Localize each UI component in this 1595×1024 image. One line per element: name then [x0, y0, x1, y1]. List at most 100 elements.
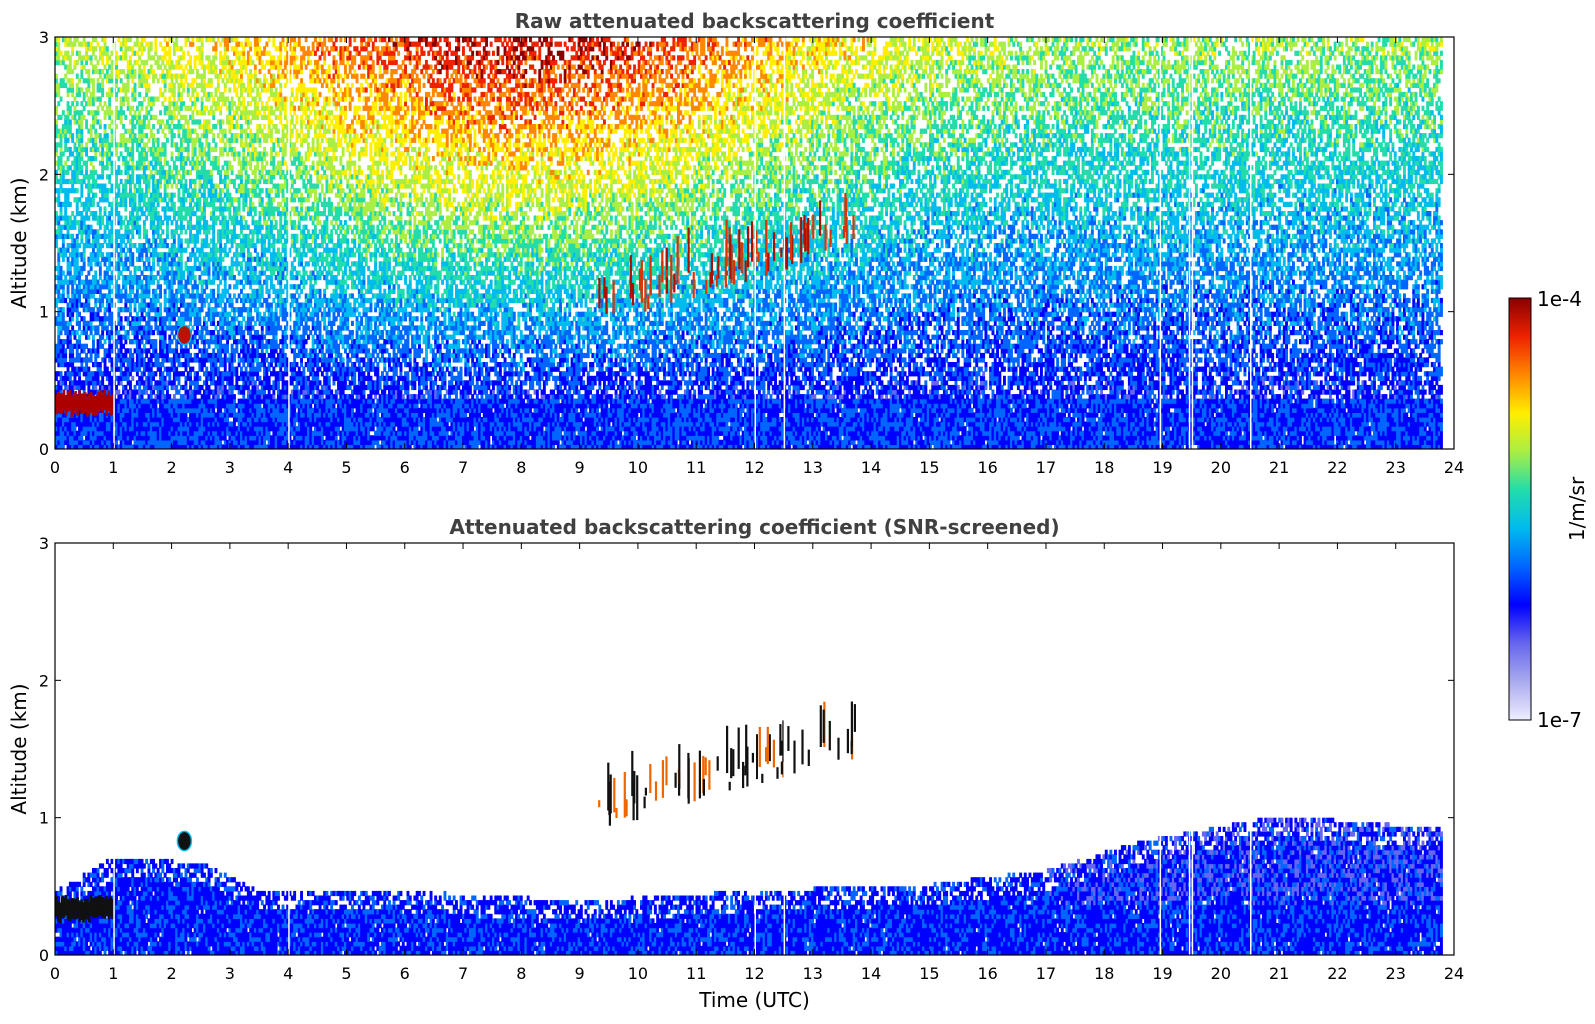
- heatmap-cell: [159, 284, 162, 289]
- heatmap-cell: [154, 165, 157, 170]
- heatmap-cell: [85, 330, 88, 335]
- heatmap-cell: [152, 330, 155, 335]
- heatmap-cell: [108, 174, 111, 179]
- heatmap-cell: [76, 348, 79, 353]
- heatmap-cell: [198, 275, 201, 280]
- heatmap-cell: [90, 225, 93, 230]
- heatmap-cell: [182, 174, 185, 179]
- heatmap-cell: [115, 179, 118, 184]
- heatmap-cell: [154, 238, 157, 243]
- heatmap-cell: [90, 42, 93, 47]
- heatmap-cell: [101, 106, 104, 111]
- heatmap-cell: [122, 133, 125, 138]
- heatmap-cell: [120, 78, 123, 83]
- heatmap-cell: [64, 380, 67, 385]
- heatmap-cell: [111, 243, 114, 248]
- heatmap-cell: [198, 321, 201, 326]
- heatmap-cell: [120, 115, 123, 120]
- heatmap-cell: [175, 101, 178, 106]
- heatmap-cell: [203, 69, 206, 74]
- heatmap-cell: [194, 147, 197, 152]
- heatmap-cell: [138, 110, 141, 115]
- heatmap-cell: [131, 65, 134, 70]
- heatmap-cell: [80, 234, 83, 239]
- heatmap-cell: [210, 179, 213, 184]
- heatmap-cell: [196, 353, 199, 358]
- heatmap-cell: [196, 156, 199, 161]
- heatmap-cell: [71, 101, 74, 106]
- heatmap-cell: [115, 97, 118, 102]
- heatmap-cell: [159, 293, 162, 298]
- heatmap-cell: [117, 211, 120, 216]
- heatmap-cell: [131, 161, 134, 166]
- heatmap-cell: [74, 106, 77, 111]
- heatmap-cell: [166, 225, 169, 230]
- heatmap-cell: [120, 225, 123, 230]
- heatmap-cell: [212, 293, 215, 298]
- heatmap-cell: [136, 220, 139, 225]
- heatmap-cell: [150, 42, 153, 47]
- heatmap-cell: [74, 376, 77, 381]
- heatmap-cell: [145, 252, 148, 257]
- heatmap-cell: [141, 51, 144, 56]
- heatmap-cell: [131, 129, 134, 134]
- heatmap-cell: [161, 60, 164, 65]
- heatmap-cell: [64, 83, 67, 88]
- heatmap-cell: [108, 124, 111, 129]
- heatmap-cell: [148, 312, 151, 317]
- heatmap-cell: [138, 142, 141, 147]
- heatmap-cell: [62, 110, 65, 115]
- heatmap-cell: [194, 65, 197, 70]
- heatmap-cell: [115, 385, 118, 390]
- heatmap-cell: [157, 78, 160, 83]
- heatmap-cell: [111, 51, 114, 56]
- heatmap-cell: [62, 60, 65, 65]
- heatmap-cell: [127, 234, 130, 239]
- heatmap-cell: [131, 289, 134, 294]
- heatmap-cell: [85, 275, 88, 280]
- heatmap-cell: [150, 325, 153, 330]
- heatmap-cell: [157, 261, 160, 266]
- heatmap-cell: [175, 174, 178, 179]
- heatmap-cell: [171, 170, 174, 175]
- heatmap-cell: [99, 362, 102, 367]
- heatmap-cell: [141, 376, 144, 381]
- heatmap-cell: [120, 339, 123, 344]
- heatmap-cell: [145, 92, 148, 97]
- heatmap-cell: [129, 307, 132, 312]
- heatmap-cell: [161, 101, 164, 106]
- heatmap-cell: [205, 133, 208, 138]
- heatmap-cell: [196, 344, 199, 349]
- heatmap-cell: [111, 271, 114, 276]
- heatmap-cell: [166, 243, 169, 248]
- heatmap-cell: [164, 238, 167, 243]
- heatmap-cell: [122, 362, 125, 367]
- heatmap-cell: [203, 165, 206, 170]
- heatmap-cell: [80, 170, 83, 175]
- heatmap-cell: [106, 60, 109, 65]
- heatmap-cell: [141, 42, 144, 47]
- heatmap-cell: [171, 151, 174, 156]
- heatmap-cell: [173, 97, 176, 102]
- heatmap-cell: [212, 316, 215, 321]
- heatmap-cell: [203, 211, 206, 216]
- heatmap-cell: [154, 289, 157, 294]
- heatmap-cell: [129, 440, 132, 445]
- heatmap-cell: [124, 42, 127, 47]
- heatmap-cell: [138, 202, 141, 207]
- heatmap-cell: [173, 87, 176, 92]
- heatmap-cell: [164, 156, 167, 161]
- heatmap-cell: [101, 216, 104, 221]
- heatmap-cell: [164, 97, 167, 102]
- heatmap-cell: [201, 46, 204, 51]
- heatmap-cell: [168, 106, 171, 111]
- heatmap-cell: [150, 46, 153, 51]
- heatmap-cell: [78, 275, 81, 280]
- heatmap-cell: [124, 216, 127, 221]
- heatmap-cell: [154, 371, 157, 376]
- heatmap-cell: [196, 371, 199, 376]
- heatmap-cell: [69, 147, 72, 152]
- heatmap-cell: [201, 248, 204, 253]
- heatmap-cell: [117, 312, 120, 317]
- heatmap-cell: [97, 238, 100, 243]
